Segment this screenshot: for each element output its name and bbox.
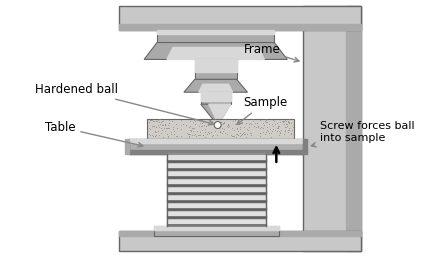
Polygon shape	[167, 207, 266, 210]
Polygon shape	[167, 194, 266, 199]
Polygon shape	[201, 104, 231, 124]
Polygon shape	[201, 92, 231, 101]
Polygon shape	[167, 183, 266, 186]
Polygon shape	[346, 6, 361, 251]
Polygon shape	[167, 210, 266, 215]
Bar	[119, 231, 361, 251]
Polygon shape	[119, 231, 361, 236]
Polygon shape	[167, 167, 266, 170]
Bar	[147, 119, 294, 139]
Polygon shape	[167, 218, 266, 223]
Polygon shape	[157, 30, 274, 34]
Text: Frame: Frame	[243, 43, 299, 62]
Polygon shape	[144, 42, 287, 59]
Polygon shape	[167, 186, 266, 191]
Polygon shape	[167, 175, 266, 178]
Polygon shape	[167, 170, 266, 175]
Polygon shape	[167, 215, 266, 218]
Polygon shape	[119, 24, 361, 30]
Polygon shape	[195, 59, 237, 72]
Bar	[154, 226, 279, 236]
Bar	[167, 154, 266, 226]
Polygon shape	[184, 79, 247, 92]
Polygon shape	[129, 139, 303, 143]
Polygon shape	[167, 159, 266, 162]
Bar	[119, 6, 361, 30]
Polygon shape	[154, 226, 279, 230]
Polygon shape	[303, 139, 307, 154]
Text: Screw forces ball
into sample: Screw forces ball into sample	[312, 121, 414, 147]
Bar	[303, 6, 361, 251]
Polygon shape	[167, 48, 264, 59]
Text: Hardened ball: Hardened ball	[35, 83, 213, 125]
Polygon shape	[167, 178, 266, 183]
Bar	[157, 30, 274, 42]
Polygon shape	[129, 150, 303, 154]
Bar	[201, 92, 231, 104]
Polygon shape	[167, 223, 266, 226]
Polygon shape	[167, 199, 266, 202]
Bar	[129, 139, 303, 154]
Polygon shape	[167, 191, 266, 194]
Polygon shape	[199, 84, 233, 92]
Polygon shape	[167, 202, 266, 207]
Polygon shape	[209, 104, 231, 124]
Polygon shape	[167, 154, 266, 159]
Circle shape	[214, 122, 221, 128]
Bar	[195, 59, 237, 79]
Polygon shape	[167, 162, 266, 167]
Text: Sample: Sample	[237, 96, 288, 124]
Text: Table: Table	[45, 121, 143, 147]
Polygon shape	[125, 139, 129, 154]
